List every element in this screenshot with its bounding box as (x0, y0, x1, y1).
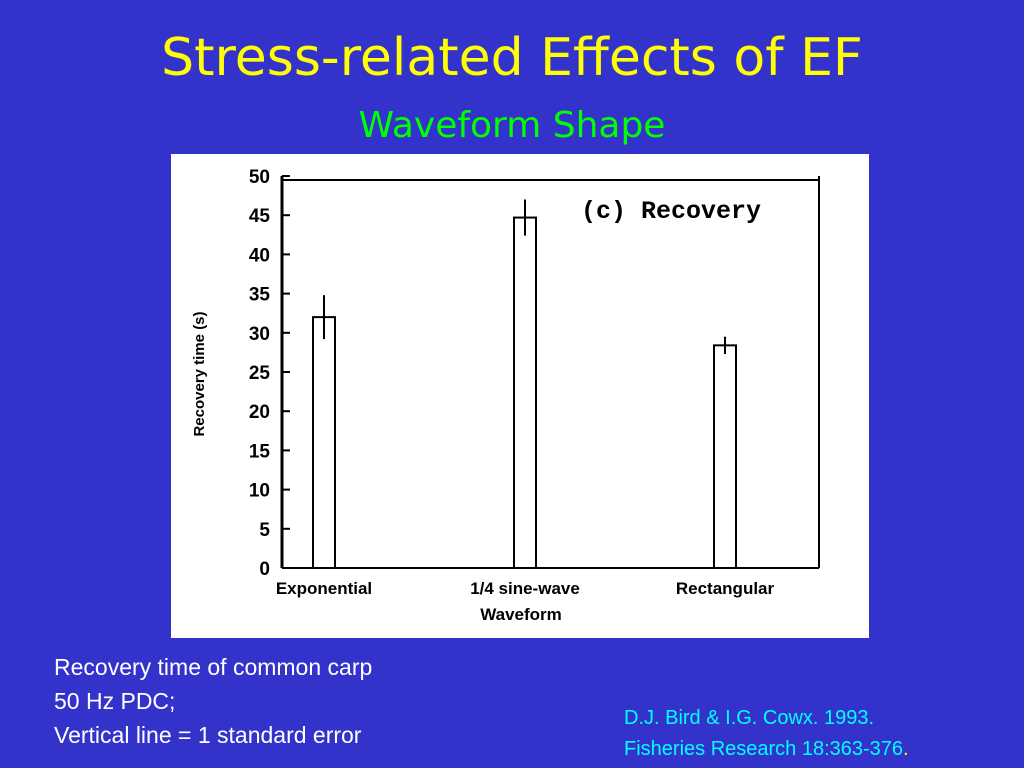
citation: D.J. Bird & I.G. Cowx. 1993. Fisheries R… (624, 703, 909, 765)
x-axis-label: Waveform (480, 605, 562, 624)
caption-line-2: 50 Hz PDC; (54, 688, 176, 714)
figure-caption: Recovery time of common carp 50 Hz PDC; … (54, 650, 372, 752)
slide-title: Stress-related Effects of EF (161, 28, 863, 88)
chart-figure: 0 5 10 15 20 25 30 35 40 45 50 Exponential 1/4 sine… (171, 154, 869, 638)
y-tick-label: 0 (259, 559, 270, 580)
bar (312, 316, 336, 569)
citation-line-1: D.J. Bird & I.G. Cowx. 1993. (624, 707, 875, 729)
citation-journal: Fisheries Research 18:363-376 (624, 738, 904, 760)
y-tick-label: 5 (259, 520, 270, 541)
y-tick-label: 15 (249, 441, 271, 462)
x-tick-label: 1/4 sine-wave (470, 579, 580, 598)
y-tick-label: 45 (249, 206, 271, 227)
bar (513, 216, 537, 569)
citation-line-2: Fisheries Research 18:363-376. (624, 734, 909, 765)
citation-period: . (903, 738, 909, 760)
y-tick-label: 30 (249, 324, 270, 345)
bar-chart: 0 5 10 15 20 25 30 35 40 45 50 Exponential 1/4 sine… (191, 167, 820, 624)
y-tick-label: 10 (249, 481, 270, 502)
y-tick-label: 35 (249, 285, 271, 306)
y-tick-label: 25 (249, 363, 271, 384)
caption-line-3: Vertical line = 1 standard error (54, 722, 362, 748)
y-tick-label: 50 (249, 167, 270, 188)
y-axis-label: Recovery time (s) (191, 311, 208, 436)
x-tick-label: Exponential (276, 579, 372, 598)
x-tick-label: Rectangular (676, 579, 775, 598)
y-tick-label: 40 (249, 245, 270, 266)
slide-subtitle: Waveform Shape (358, 105, 666, 146)
panel-label: (c) Recovery (581, 197, 761, 226)
y-tick-label: 20 (249, 402, 270, 423)
caption-line-1: Recovery time of common carp (54, 654, 373, 680)
bar (713, 344, 737, 569)
